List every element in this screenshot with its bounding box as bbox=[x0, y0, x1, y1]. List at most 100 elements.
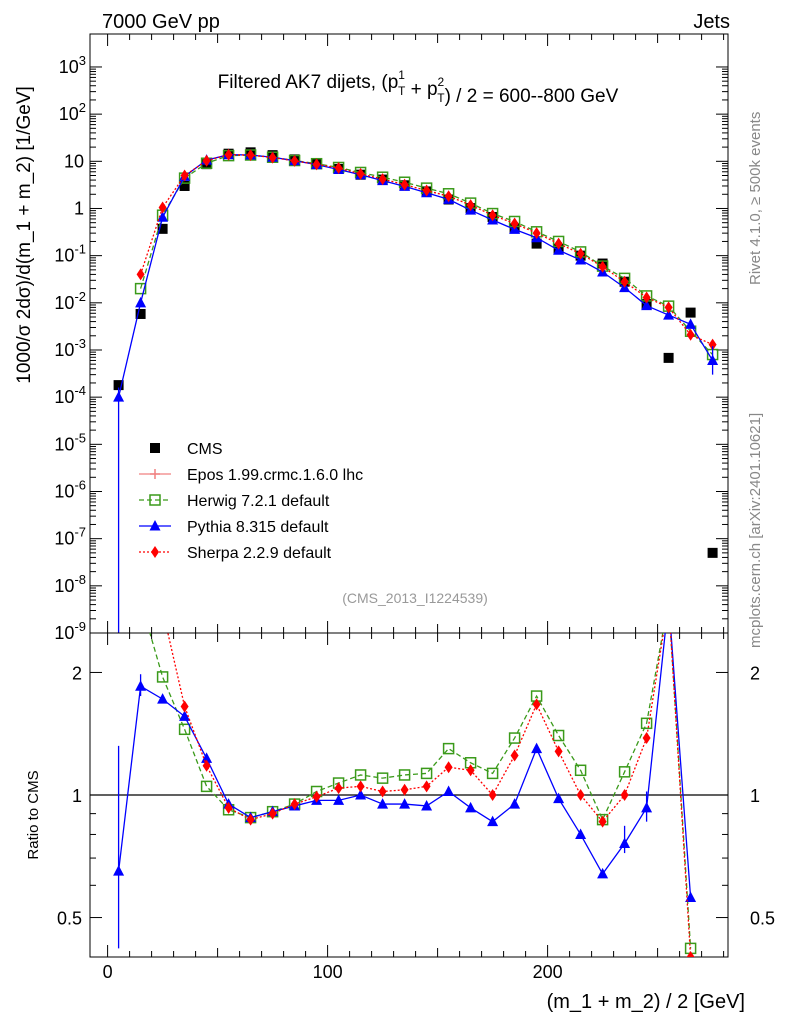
ratio-y-tick-label-right: 1 bbox=[750, 786, 760, 806]
ratio-point bbox=[377, 798, 389, 809]
ratio-panel: 0 100 200 0.5 0.5 1 1 2 2 bbox=[57, 632, 775, 982]
data-point bbox=[158, 201, 167, 214]
ratio-point bbox=[421, 799, 433, 811]
legend-label: Herwig 7.2.1 default bbox=[187, 493, 330, 510]
ratio-point bbox=[510, 749, 519, 762]
main-y-tick-label: 10 bbox=[64, 151, 84, 171]
ratio-point bbox=[179, 710, 191, 721]
legend-label: CMS bbox=[187, 441, 223, 458]
ratio-point bbox=[575, 828, 587, 839]
data-point bbox=[598, 260, 607, 273]
ratio-y-tick-label: 0.5 bbox=[57, 909, 82, 929]
ratio-point bbox=[400, 783, 409, 796]
ratio-point bbox=[554, 745, 563, 758]
ratio-point bbox=[508, 732, 521, 744]
main-y-axis-label: 1000/σ 2dσ)/d(m_1 + m_2) [1/GeV] bbox=[14, 86, 35, 384]
analysis-watermark: (CMS_2013_I1224539) bbox=[342, 590, 488, 606]
data-point bbox=[135, 296, 147, 308]
ratio-point bbox=[157, 693, 169, 704]
data-point bbox=[290, 154, 299, 167]
main-y-tick-label: 10-5 bbox=[54, 430, 86, 454]
side-label-rivet: Rivet 4.1.0, ≥ 500k events bbox=[747, 112, 764, 285]
header-left: 7000 GeV pp bbox=[102, 11, 220, 33]
ratio-point bbox=[597, 867, 609, 879]
ratio-y-axis-label: Ratio to CMS bbox=[25, 770, 42, 859]
main-y-tick-label: 10-9 bbox=[54, 619, 86, 643]
ratio-point bbox=[312, 790, 321, 803]
main-y-tick-label: 10-7 bbox=[54, 525, 86, 549]
ratio-point bbox=[598, 815, 607, 828]
legend-label: Sherpa 2.2.9 default bbox=[187, 545, 332, 562]
data-point bbox=[685, 307, 696, 318]
data-point bbox=[488, 209, 497, 222]
data-point bbox=[620, 275, 629, 288]
main-y-tick-label: 10-8 bbox=[54, 572, 86, 596]
data-point bbox=[510, 217, 519, 230]
data-point bbox=[663, 352, 674, 363]
data-point bbox=[378, 173, 387, 186]
ratio-point bbox=[422, 780, 431, 793]
x-axis-label: (m_1 + m_2) / 2 [GeV] bbox=[547, 991, 745, 1013]
main-y-tick-label: 10-6 bbox=[54, 477, 86, 501]
ratio-line bbox=[149, 633, 692, 949]
data-point bbox=[224, 148, 233, 161]
ratio-point bbox=[640, 717, 653, 730]
ratio-y-tick-label-right: 2 bbox=[750, 663, 760, 683]
ratio-point bbox=[202, 759, 211, 772]
data-point bbox=[444, 190, 453, 203]
data-point bbox=[708, 338, 717, 351]
ratio-point bbox=[465, 801, 477, 813]
ratio-y-tick-label-right: 0.5 bbox=[750, 909, 775, 929]
ratio-point bbox=[443, 785, 455, 796]
ratio-point bbox=[686, 951, 695, 957]
legend: CMS Epos 1.99.crmc.1.6.0 lhc Herwig 7.2.1 … bbox=[139, 441, 363, 562]
ratio-point bbox=[290, 798, 299, 811]
main-y-tick-label: 103 bbox=[59, 53, 86, 77]
ratio-point bbox=[354, 769, 367, 781]
ratio-point bbox=[487, 815, 499, 827]
header-right: Jets bbox=[693, 11, 730, 33]
data-point bbox=[334, 162, 343, 175]
data-point bbox=[356, 167, 365, 180]
ratio-y-tick-label: 2 bbox=[72, 663, 82, 683]
data-point bbox=[135, 308, 146, 319]
ratio-point bbox=[574, 764, 587, 777]
ratio-point bbox=[488, 789, 497, 801]
data-point bbox=[642, 291, 651, 304]
ratio-point bbox=[576, 789, 585, 801]
legend-marker bbox=[150, 443, 160, 453]
ratio-point bbox=[178, 723, 191, 736]
ratio-point bbox=[376, 772, 389, 784]
ratio-point bbox=[620, 789, 629, 801]
series-pythia bbox=[113, 148, 719, 402]
main-frame bbox=[89, 33, 729, 634]
ratio-series-sherpa bbox=[167, 633, 695, 957]
data-point bbox=[113, 380, 124, 391]
legend-label: Pythia 8.315 default bbox=[187, 519, 329, 536]
main-y-tick-label: 10-2 bbox=[54, 289, 86, 313]
ratio-point bbox=[224, 801, 233, 814]
legend-label: Epos 1.99.crmc.1.6.0 lhc bbox=[187, 467, 363, 484]
data-point bbox=[179, 180, 190, 191]
side-label-mcplots: mcplots.cern.ch [arXiv:2401.10621] bbox=[747, 413, 764, 648]
data-point bbox=[202, 154, 211, 167]
ratio-point bbox=[642, 732, 651, 745]
main-y-tick-label: 1 bbox=[74, 198, 84, 218]
data-point bbox=[180, 169, 189, 182]
data-point bbox=[268, 151, 277, 164]
ratio-point bbox=[398, 769, 411, 781]
ratio-point bbox=[378, 785, 387, 798]
legend-marker bbox=[151, 546, 159, 558]
data-point bbox=[532, 227, 541, 240]
ratio-point bbox=[201, 752, 213, 763]
main-y-tick-label: 10-3 bbox=[54, 336, 86, 360]
ratio-point bbox=[466, 764, 475, 777]
ratio-point bbox=[156, 671, 169, 683]
data-point bbox=[576, 247, 585, 260]
data-point bbox=[246, 149, 255, 162]
ratio-point bbox=[334, 782, 343, 795]
ratio-point bbox=[486, 767, 499, 780]
ratio-point bbox=[553, 792, 565, 804]
x-tick-label: 100 bbox=[313, 962, 343, 982]
